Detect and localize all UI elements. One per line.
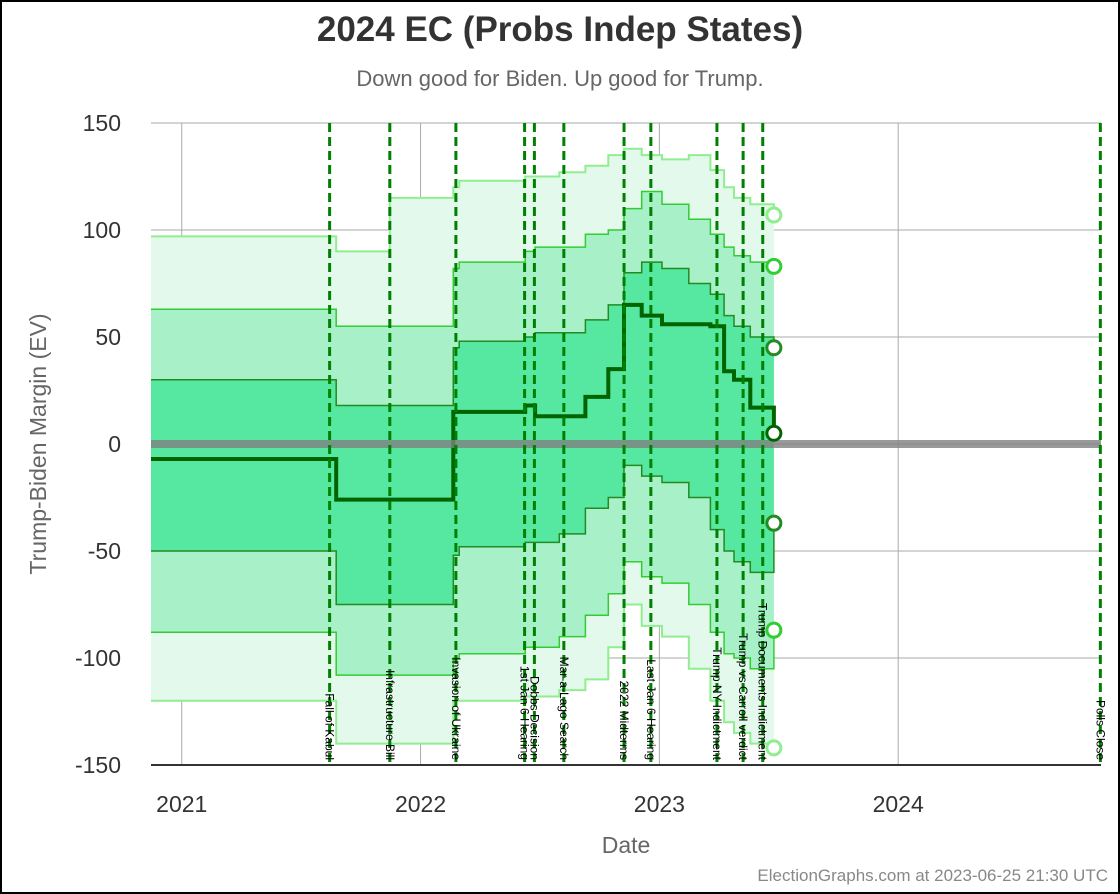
- event-label: Mar-a-Lago Search: [557, 657, 571, 760]
- y-tick-label: 0: [108, 431, 121, 457]
- event-label: Dobbs Decision: [527, 676, 541, 760]
- endpoint-marker: [765, 739, 783, 757]
- y-tick-label: 100: [83, 217, 121, 243]
- x-tick-labels: 2021 2022 2023 2024: [156, 791, 924, 817]
- endpoint-marker: [765, 621, 783, 639]
- x-tick-label: 2023: [634, 791, 685, 817]
- y-tick-label: -50: [88, 538, 121, 564]
- event-label: 1st Jan 6 Hearing: [518, 666, 532, 760]
- inner-band: [151, 262, 774, 605]
- event-label: 2022 Midterms: [617, 681, 631, 760]
- series-line-max: [151, 603, 775, 748]
- chart-subtitle: Down good for Biden. Up good for Trump.: [356, 66, 764, 91]
- x-tick-label: 2022: [395, 791, 446, 817]
- x-tick-label: 2024: [873, 791, 924, 817]
- series-line-p95: [151, 190, 775, 328]
- endpoint-marker: [765, 424, 783, 442]
- x-axis-label: Date: [602, 832, 651, 858]
- x-tick-label: 2021: [156, 791, 207, 817]
- zero-band: [151, 440, 1101, 448]
- y-tick-label: 50: [95, 324, 121, 350]
- endpoint-markers: [765, 206, 783, 757]
- chart-title: 2024 EC (Probs Indep States): [316, 10, 804, 49]
- event-label: Trump Documents Indictment: [756, 603, 770, 761]
- y-tick-label: -150: [75, 752, 121, 778]
- event-label: Trump NY Indictment: [710, 647, 724, 760]
- credit-text: ElectionGraphs.com at 2023-06-25 21:30 U…: [757, 866, 1108, 885]
- y-axis-label: Trump-Biden Margin (EV): [25, 313, 51, 574]
- event-label: Fall of Kabul: [323, 693, 337, 760]
- y-tick-labels: 150 100 50 0 -50 -100 -150: [75, 110, 121, 778]
- series-line-p75: [151, 261, 775, 407]
- endpoint-marker: [765, 514, 783, 532]
- event-label: Invasion of Ukraine: [449, 657, 463, 760]
- y-tick-label: -100: [75, 645, 121, 671]
- endpoint-marker: [765, 339, 783, 357]
- event-label: Last Jan 6 Hearing: [644, 659, 658, 760]
- event-label: Polls Close: [1093, 700, 1107, 760]
- probability-bands: [151, 147, 776, 748]
- series-line-p5: [151, 560, 775, 676]
- endpoint-marker: [765, 257, 783, 275]
- y-tick-label: 150: [83, 110, 121, 136]
- zero-line: [151, 440, 1101, 448]
- series-line-median: [151, 302, 776, 502]
- series-line-p25: [151, 464, 775, 606]
- endpoint-marker: [765, 206, 783, 224]
- event-label: Trump vs Carroll verdict: [736, 633, 750, 761]
- event-label: Infrastructure Bill: [383, 670, 397, 760]
- event-markers: Fall of Kabul Infrastructure Bill Invasion…: [323, 123, 1107, 765]
- series-line-min: [151, 147, 775, 253]
